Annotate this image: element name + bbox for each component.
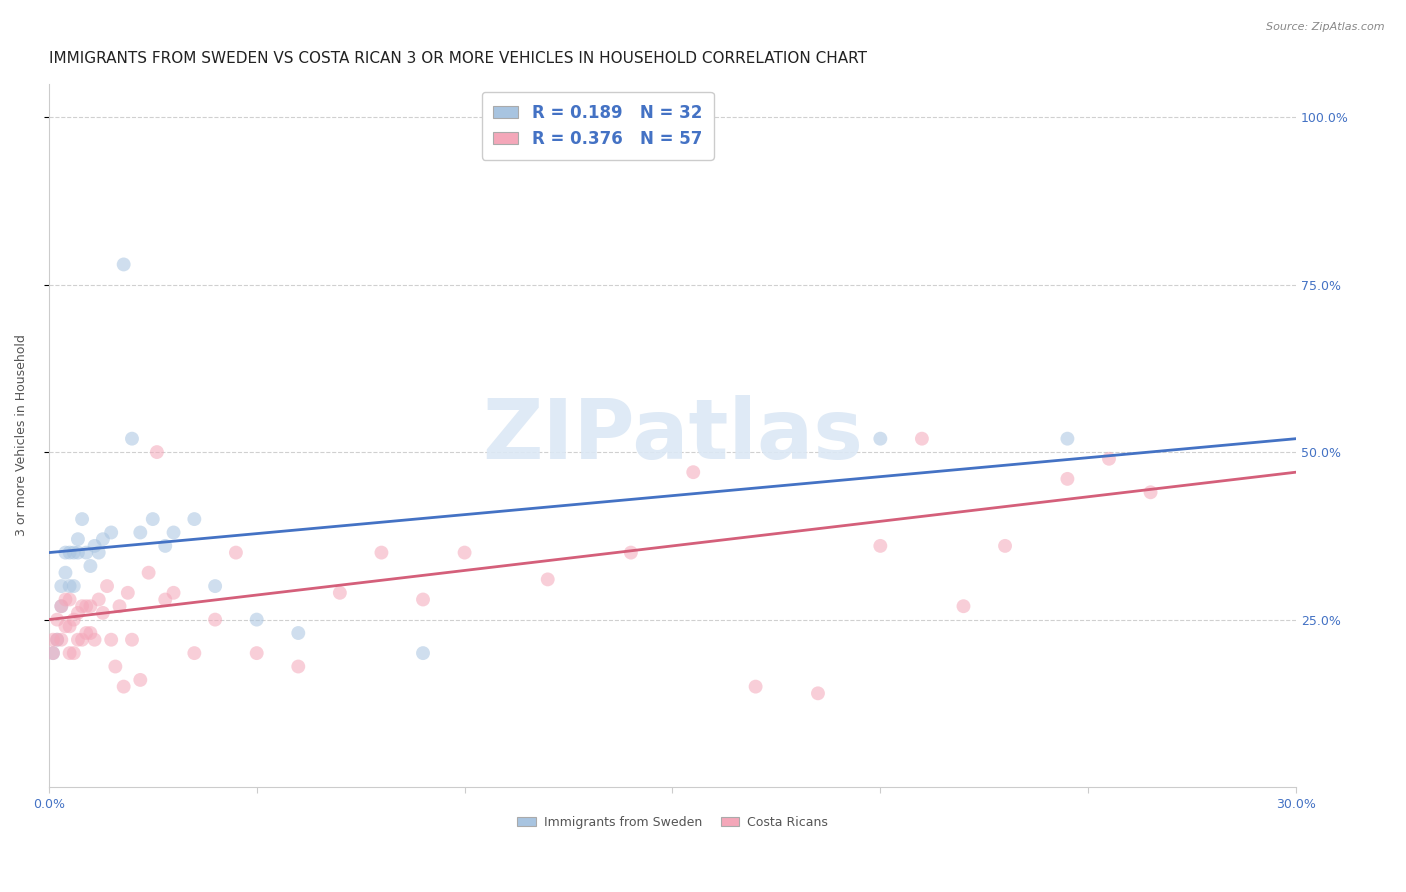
Legend: Immigrants from Sweden, Costa Ricans: Immigrants from Sweden, Costa Ricans xyxy=(512,811,832,834)
Point xyxy=(155,592,177,607)
Point xyxy=(869,432,891,446)
Point xyxy=(51,599,73,614)
Point xyxy=(83,632,105,647)
Point xyxy=(51,632,73,647)
Point xyxy=(744,680,766,694)
Text: ZIPatlas: ZIPatlas xyxy=(482,395,863,475)
Point xyxy=(162,525,184,540)
Point xyxy=(994,539,1017,553)
Point xyxy=(70,599,93,614)
Point xyxy=(121,432,143,446)
Point xyxy=(55,619,77,633)
Point xyxy=(112,257,135,271)
Point xyxy=(66,606,89,620)
Point xyxy=(121,632,143,647)
Point xyxy=(46,632,69,647)
Point xyxy=(55,546,77,560)
Point xyxy=(287,659,309,673)
Point xyxy=(204,613,226,627)
Point xyxy=(104,659,127,673)
Point xyxy=(62,613,84,627)
Point xyxy=(129,673,152,687)
Point xyxy=(100,525,122,540)
Point xyxy=(807,686,830,700)
Point xyxy=(117,586,139,600)
Point xyxy=(59,619,82,633)
Point xyxy=(46,613,69,627)
Point xyxy=(246,646,269,660)
Point xyxy=(79,626,101,640)
Point xyxy=(59,592,82,607)
Point xyxy=(96,579,118,593)
Point xyxy=(75,546,97,560)
Point xyxy=(91,606,114,620)
Point xyxy=(87,592,110,607)
Point xyxy=(46,632,69,647)
Point xyxy=(138,566,160,580)
Point xyxy=(1098,451,1121,466)
Point xyxy=(142,512,165,526)
Point xyxy=(91,532,114,546)
Point xyxy=(329,586,352,600)
Point xyxy=(952,599,974,614)
Point xyxy=(79,599,101,614)
Point xyxy=(370,546,392,560)
Point xyxy=(75,599,97,614)
Text: IMMIGRANTS FROM SWEDEN VS COSTA RICAN 3 OR MORE VEHICLES IN HOUSEHOLD CORRELATIO: IMMIGRANTS FROM SWEDEN VS COSTA RICAN 3 … xyxy=(49,51,868,66)
Point xyxy=(59,546,82,560)
Point xyxy=(129,525,152,540)
Point xyxy=(682,465,704,479)
Text: Source: ZipAtlas.com: Source: ZipAtlas.com xyxy=(1267,22,1385,32)
Point xyxy=(155,539,177,553)
Point xyxy=(287,626,309,640)
Point xyxy=(59,579,82,593)
Point xyxy=(620,546,643,560)
Point xyxy=(87,546,110,560)
Point xyxy=(62,646,84,660)
Point xyxy=(1056,472,1078,486)
Point xyxy=(55,592,77,607)
Point xyxy=(869,539,891,553)
Point xyxy=(225,546,247,560)
Point xyxy=(42,646,65,660)
Point xyxy=(79,559,101,574)
Point xyxy=(412,646,434,660)
Point xyxy=(112,680,135,694)
Point xyxy=(75,626,97,640)
Point xyxy=(162,586,184,600)
Point xyxy=(51,579,73,593)
Point xyxy=(204,579,226,593)
Point xyxy=(911,432,934,446)
Point xyxy=(246,613,269,627)
Point xyxy=(70,632,93,647)
Point xyxy=(66,632,89,647)
Point xyxy=(100,632,122,647)
Point xyxy=(42,646,65,660)
Point xyxy=(59,646,82,660)
Point xyxy=(108,599,131,614)
Point xyxy=(412,592,434,607)
Point xyxy=(51,599,73,614)
Point xyxy=(146,445,169,459)
Point xyxy=(62,546,84,560)
Point xyxy=(70,512,93,526)
Point xyxy=(1139,485,1161,500)
Point xyxy=(453,546,475,560)
Point xyxy=(66,546,89,560)
Point xyxy=(537,573,560,587)
Point xyxy=(83,539,105,553)
Point xyxy=(55,566,77,580)
Point xyxy=(42,632,65,647)
Point xyxy=(66,532,89,546)
Point xyxy=(183,646,205,660)
Point xyxy=(183,512,205,526)
Y-axis label: 3 or more Vehicles in Household: 3 or more Vehicles in Household xyxy=(15,334,28,536)
Point xyxy=(62,579,84,593)
Point xyxy=(1056,432,1078,446)
